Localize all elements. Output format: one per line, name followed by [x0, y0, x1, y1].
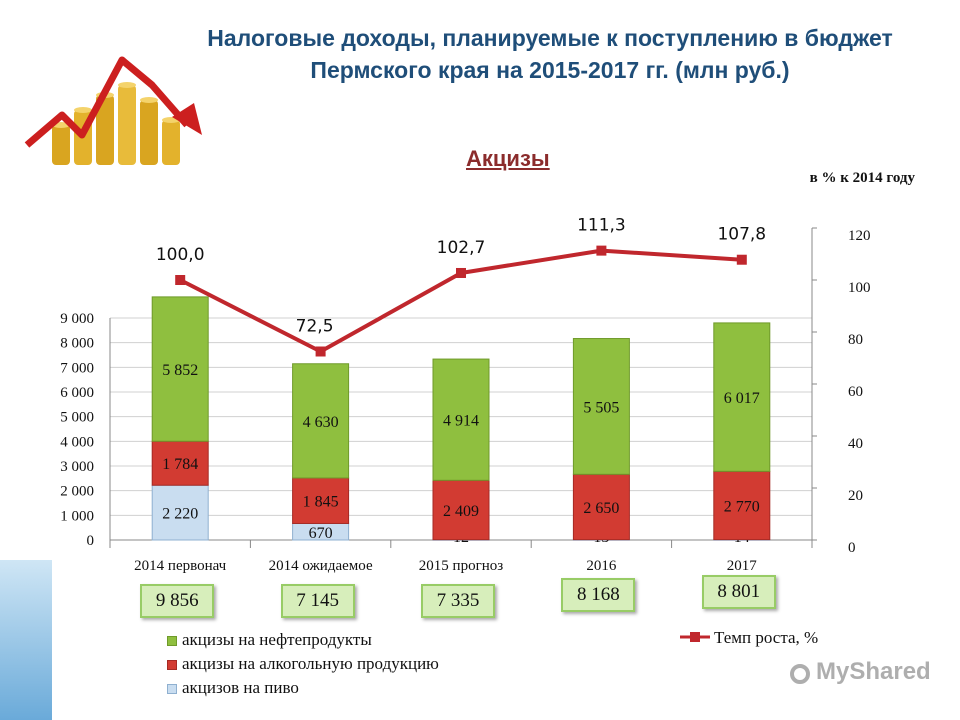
y2-tick-label: 100	[848, 280, 871, 296]
watermark-logo-icon	[790, 664, 810, 684]
bar-segment-oil	[713, 322, 771, 472]
falling-arrow-icon	[24, 56, 202, 148]
title-line-2: Пермского края на 2015-2017 гг. (млн руб…	[310, 57, 790, 83]
growth-line	[179, 248, 742, 354]
data-label: 670	[309, 525, 333, 542]
coins-arrow-logo	[24, 56, 202, 165]
data-label: 1 784	[162, 456, 198, 473]
total-box: 8 168	[561, 578, 636, 612]
page-title: Налоговые доходы, планируемые к поступле…	[140, 22, 960, 86]
watermark-text: MyShared	[816, 658, 931, 685]
decorative-stripe	[0, 560, 52, 720]
x-tick-label: 2014 первонач	[134, 558, 226, 574]
growth-point	[175, 275, 186, 285]
data-label: 6 017	[724, 390, 760, 407]
growth-label: 111,3	[577, 216, 626, 236]
bar-segment-alcohol	[432, 479, 490, 541]
x-tick-label: 2016	[586, 558, 617, 574]
bar-segment-oil	[292, 363, 350, 479]
legend-swatch-oil	[167, 636, 177, 646]
data-label: 4 914	[443, 413, 479, 430]
data-label: 2 409	[443, 503, 479, 520]
data-label: 2 220	[162, 506, 198, 523]
x-tick-label: 2014 ожидаемое	[269, 558, 373, 574]
total-box: 7 335	[421, 584, 495, 618]
watermark: MyShared	[790, 658, 931, 686]
legend-label-oil: акцизы на нефтепродукты	[182, 630, 372, 649]
y-tick-label: 4 000	[60, 434, 94, 450]
total-box: 8 801	[701, 575, 776, 609]
y-tick-label: 0	[87, 533, 95, 549]
data-label: 2 770	[724, 498, 760, 515]
y-tick-label: 1 000	[60, 508, 94, 524]
legend-label-growth: Темп роста, %	[714, 628, 819, 647]
growth-label: 100,0	[156, 245, 205, 265]
y-tick-label: 6 000	[60, 385, 94, 401]
y-tick-label: 9 000	[60, 311, 94, 327]
legend-line-marker-icon	[680, 632, 710, 642]
growth-label: 107,8	[717, 225, 766, 245]
bar-segment-beer	[151, 484, 209, 541]
growth-label: 102,7	[437, 238, 486, 258]
y-tick-label: 2 000	[60, 484, 94, 500]
bar-segment-alcohol	[713, 470, 771, 541]
data-label: 5 505	[583, 399, 619, 416]
x-tick-label: 2015 прогноз	[419, 558, 503, 574]
bar-segment-alcohol	[572, 473, 630, 541]
growth-point	[736, 254, 747, 265]
y-tick-label: 5 000	[60, 410, 94, 426]
legend-swatch-beer	[167, 684, 177, 694]
bar-segment-alcohol	[151, 440, 209, 486]
data-label: 2 650	[583, 500, 619, 517]
chart-subtitle: Акцизы	[466, 146, 550, 171]
bar-segment-oil	[432, 358, 490, 481]
bar-segment-oil	[572, 338, 630, 475]
y2-tick-label: 0	[848, 540, 856, 556]
y2-tick-label: 60	[848, 384, 863, 400]
data-label: 5 852	[162, 362, 198, 379]
data-label: 1 845	[303, 494, 339, 511]
growth-point	[596, 245, 607, 256]
bar-segment-oil	[151, 296, 209, 442]
title-line-1: Налоговые доходы, планируемые к поступле…	[207, 25, 893, 51]
x-tick-label: 2017	[727, 558, 758, 574]
secondary-axis-note: в % к 2014 году	[809, 170, 915, 186]
y2-tick-label: 120	[848, 228, 871, 244]
y-tick-label: 8 000	[60, 336, 94, 352]
legend-label-beer: акцизов на пиво	[182, 678, 299, 697]
y2-tick-label: 40	[848, 436, 863, 452]
growth-point	[315, 346, 326, 357]
total-box: 9 856	[140, 584, 215, 618]
y-tick-label: 3 000	[60, 459, 94, 475]
data-label: 4 630	[303, 414, 339, 431]
growth-point	[456, 267, 466, 278]
total-box: 7 145	[280, 584, 355, 618]
y-tick-label: 7 000	[60, 360, 94, 376]
y2-tick-label: 20	[848, 488, 863, 504]
y2-tick-label: 80	[848, 332, 863, 348]
legend-label-alcohol: акцизы на алкогольную продукцию	[182, 654, 439, 673]
legend-swatch-alcohol	[167, 660, 177, 670]
growth-label: 72,5	[296, 317, 334, 337]
